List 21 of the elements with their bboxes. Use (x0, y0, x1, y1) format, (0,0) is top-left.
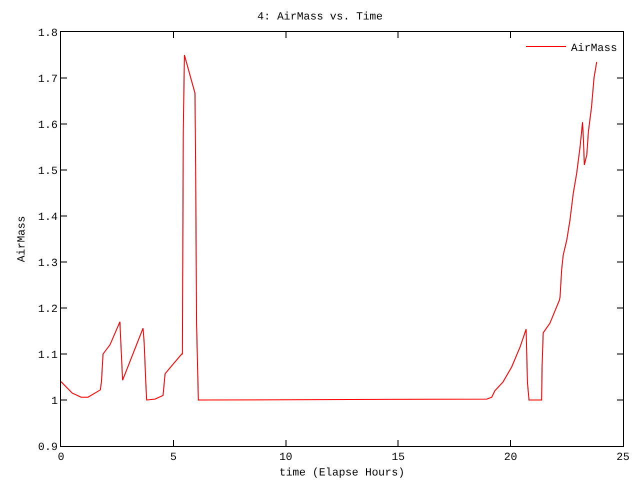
x-tick-label: 15 (392, 452, 405, 464)
legend-label: AirMass (571, 42, 618, 55)
y-tick-label: 1.4 (38, 212, 58, 224)
y-tick-label: 1.7 (38, 74, 58, 86)
line-series (61, 54, 598, 400)
x-tick-label: 20 (504, 452, 518, 464)
y-tick-label: 1.3 (38, 258, 58, 270)
y-tick-label: 1.5 (38, 166, 58, 178)
y-tick-label: 1.8 (38, 28, 58, 40)
x-tick-label: 5 (170, 452, 177, 464)
x-tick-label: 0 (58, 452, 64, 464)
y-tick-label: 0.9 (38, 442, 58, 454)
y-tick-label: 1 (51, 396, 58, 408)
y-tick-label: 1.1 (38, 350, 58, 362)
x-tick-label: 10 (279, 452, 292, 464)
y-tick-label: 1.2 (38, 304, 58, 316)
x-axis-title: time (Elapse Hours) (279, 467, 405, 480)
y-axis-title: AirMass (16, 216, 29, 262)
x-tick-label: 25 (616, 452, 630, 464)
y-tick-label: 1.6 (38, 120, 58, 132)
chart-title: 4: AirMass vs. Time (257, 12, 383, 24)
